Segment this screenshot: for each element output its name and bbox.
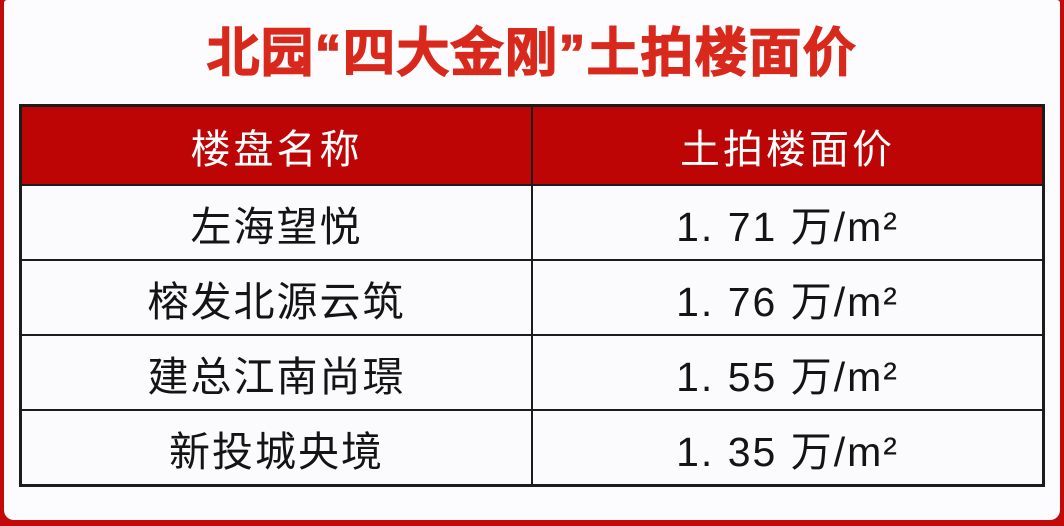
- page-title: 北园“四大金刚”土拍楼面价: [206, 24, 857, 84]
- project-name-cell: 榕发北源云筑: [19, 259, 533, 336]
- land-price-table: 楼盘名称 土拍楼面价 左海望悦 1. 71 万/m² 榕发北源云筑 1. 76 …: [19, 104, 1045, 487]
- project-name-cell: 新投城央境: [19, 409, 533, 487]
- price-cell: 1. 76 万/m²: [531, 259, 1045, 336]
- table-row: 新投城央境 1. 35 万/m²: [19, 409, 1045, 487]
- table-row: 左海望悦 1. 71 万/m²: [19, 184, 1045, 261]
- price-cell: 1. 71 万/m²: [531, 184, 1045, 261]
- table-row: 建总江南尚璟 1. 55 万/m²: [19, 334, 1045, 411]
- price-cell: 1. 35 万/m²: [531, 409, 1045, 487]
- table-header-row: 楼盘名称 土拍楼面价: [19, 104, 1045, 186]
- project-name-cell: 建总江南尚璟: [19, 334, 533, 411]
- col-header-project-name: 楼盘名称: [19, 104, 533, 186]
- price-cell: 1. 55 万/m²: [531, 334, 1045, 411]
- white-card: 北园“四大金刚”土拍楼面价 楼盘名称 土拍楼面价 左海望悦 1. 71 万/m²…: [4, 0, 1060, 520]
- table-row: 榕发北源云筑 1. 76 万/m²: [19, 259, 1045, 336]
- project-name-cell: 左海望悦: [19, 184, 533, 261]
- col-header-floor-price: 土拍楼面价: [531, 104, 1045, 186]
